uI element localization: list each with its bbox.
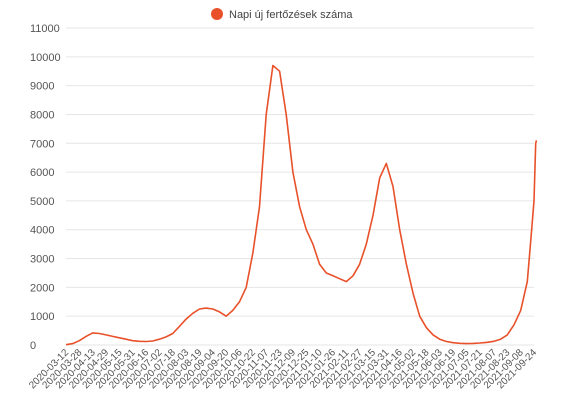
y-tick-label: 2000 — [30, 282, 54, 294]
data-point[interactable] — [169, 330, 177, 338]
data-point[interactable] — [256, 203, 264, 211]
data-point[interactable] — [497, 335, 505, 343]
data-point[interactable] — [362, 240, 370, 248]
data-point[interactable] — [95, 330, 103, 338]
data-point[interactable] — [382, 159, 390, 167]
data-point[interactable] — [429, 331, 437, 339]
data-point[interactable] — [523, 278, 531, 286]
data-point[interactable] — [249, 249, 257, 257]
data-point[interactable] — [517, 306, 525, 314]
data-point[interactable] — [527, 237, 535, 245]
data-point[interactable] — [242, 283, 250, 291]
data-point[interactable] — [75, 337, 83, 345]
data-point[interactable] — [176, 322, 184, 330]
data-point[interactable] — [269, 62, 277, 70]
data-point[interactable] — [356, 260, 364, 268]
y-tick-label: 7000 — [30, 138, 54, 150]
y-tick-label: 0 — [30, 340, 36, 352]
y-tick-label: 5000 — [30, 196, 54, 208]
y-tick-label: 3000 — [30, 254, 54, 266]
data-point[interactable] — [369, 211, 377, 219]
data-point[interactable] — [222, 312, 230, 320]
data-point[interactable] — [376, 174, 384, 182]
data-point[interactable] — [316, 260, 324, 268]
data-point[interactable] — [396, 226, 404, 234]
y-tick-label: 1000 — [30, 311, 54, 323]
data-point[interactable] — [422, 324, 430, 332]
data-point[interactable] — [122, 335, 130, 343]
data-point[interactable] — [302, 226, 310, 234]
data-point[interactable] — [115, 334, 123, 342]
y-tick-label: 6000 — [30, 167, 54, 179]
y-tick-label: 9000 — [30, 81, 54, 93]
gridlines — [66, 27, 534, 346]
data-point[interactable] — [503, 331, 511, 339]
data-point[interactable] — [262, 111, 270, 119]
data-point[interactable] — [482, 338, 490, 346]
data-point[interactable] — [282, 111, 290, 119]
data-point[interactable] — [276, 67, 284, 75]
data-point[interactable] — [309, 240, 317, 248]
data-point[interactable] — [349, 272, 357, 280]
x-axis-ticks: 2020-03-122020-03-282020-04-132020-04-29… — [27, 347, 539, 391]
y-tick-label: 11000 — [30, 23, 60, 35]
data-point[interactable] — [409, 289, 417, 297]
data-point[interactable] — [416, 312, 424, 320]
data-point[interactable] — [342, 278, 350, 286]
data-point[interactable] — [289, 168, 297, 176]
legend-swatch-icon — [211, 8, 223, 20]
data-point[interactable] — [389, 183, 397, 191]
y-tick-label: 4000 — [30, 225, 54, 237]
y-tick-label: 8000 — [30, 109, 54, 121]
data-point[interactable] — [62, 341, 70, 349]
legend-label: Napi új fertőzések száma — [229, 9, 353, 21]
plot-area — [62, 62, 541, 349]
data-point[interactable] — [102, 331, 110, 339]
y-tick-label: 10000 — [30, 52, 61, 64]
data-point[interactable] — [189, 309, 197, 317]
data-point[interactable] — [402, 260, 410, 268]
data-point[interactable] — [202, 304, 210, 312]
data-point[interactable] — [109, 332, 117, 340]
data-point[interactable] — [510, 321, 518, 329]
data-point[interactable] — [236, 298, 244, 306]
series-line — [65, 64, 538, 346]
data-point[interactable] — [229, 306, 237, 314]
chart-legend[interactable]: Napi új fertőzések száma — [211, 8, 353, 21]
data-point[interactable] — [296, 203, 304, 211]
data-point[interactable] — [530, 197, 538, 205]
data-point[interactable] — [442, 338, 450, 346]
data-point[interactable] — [533, 136, 541, 144]
data-point[interactable] — [216, 308, 224, 316]
data-point[interactable] — [182, 315, 190, 323]
y-axis-ticks: 0 1000 2000 3000 4000 5000 6000 7000 8000 9000 100… — [30, 23, 61, 352]
